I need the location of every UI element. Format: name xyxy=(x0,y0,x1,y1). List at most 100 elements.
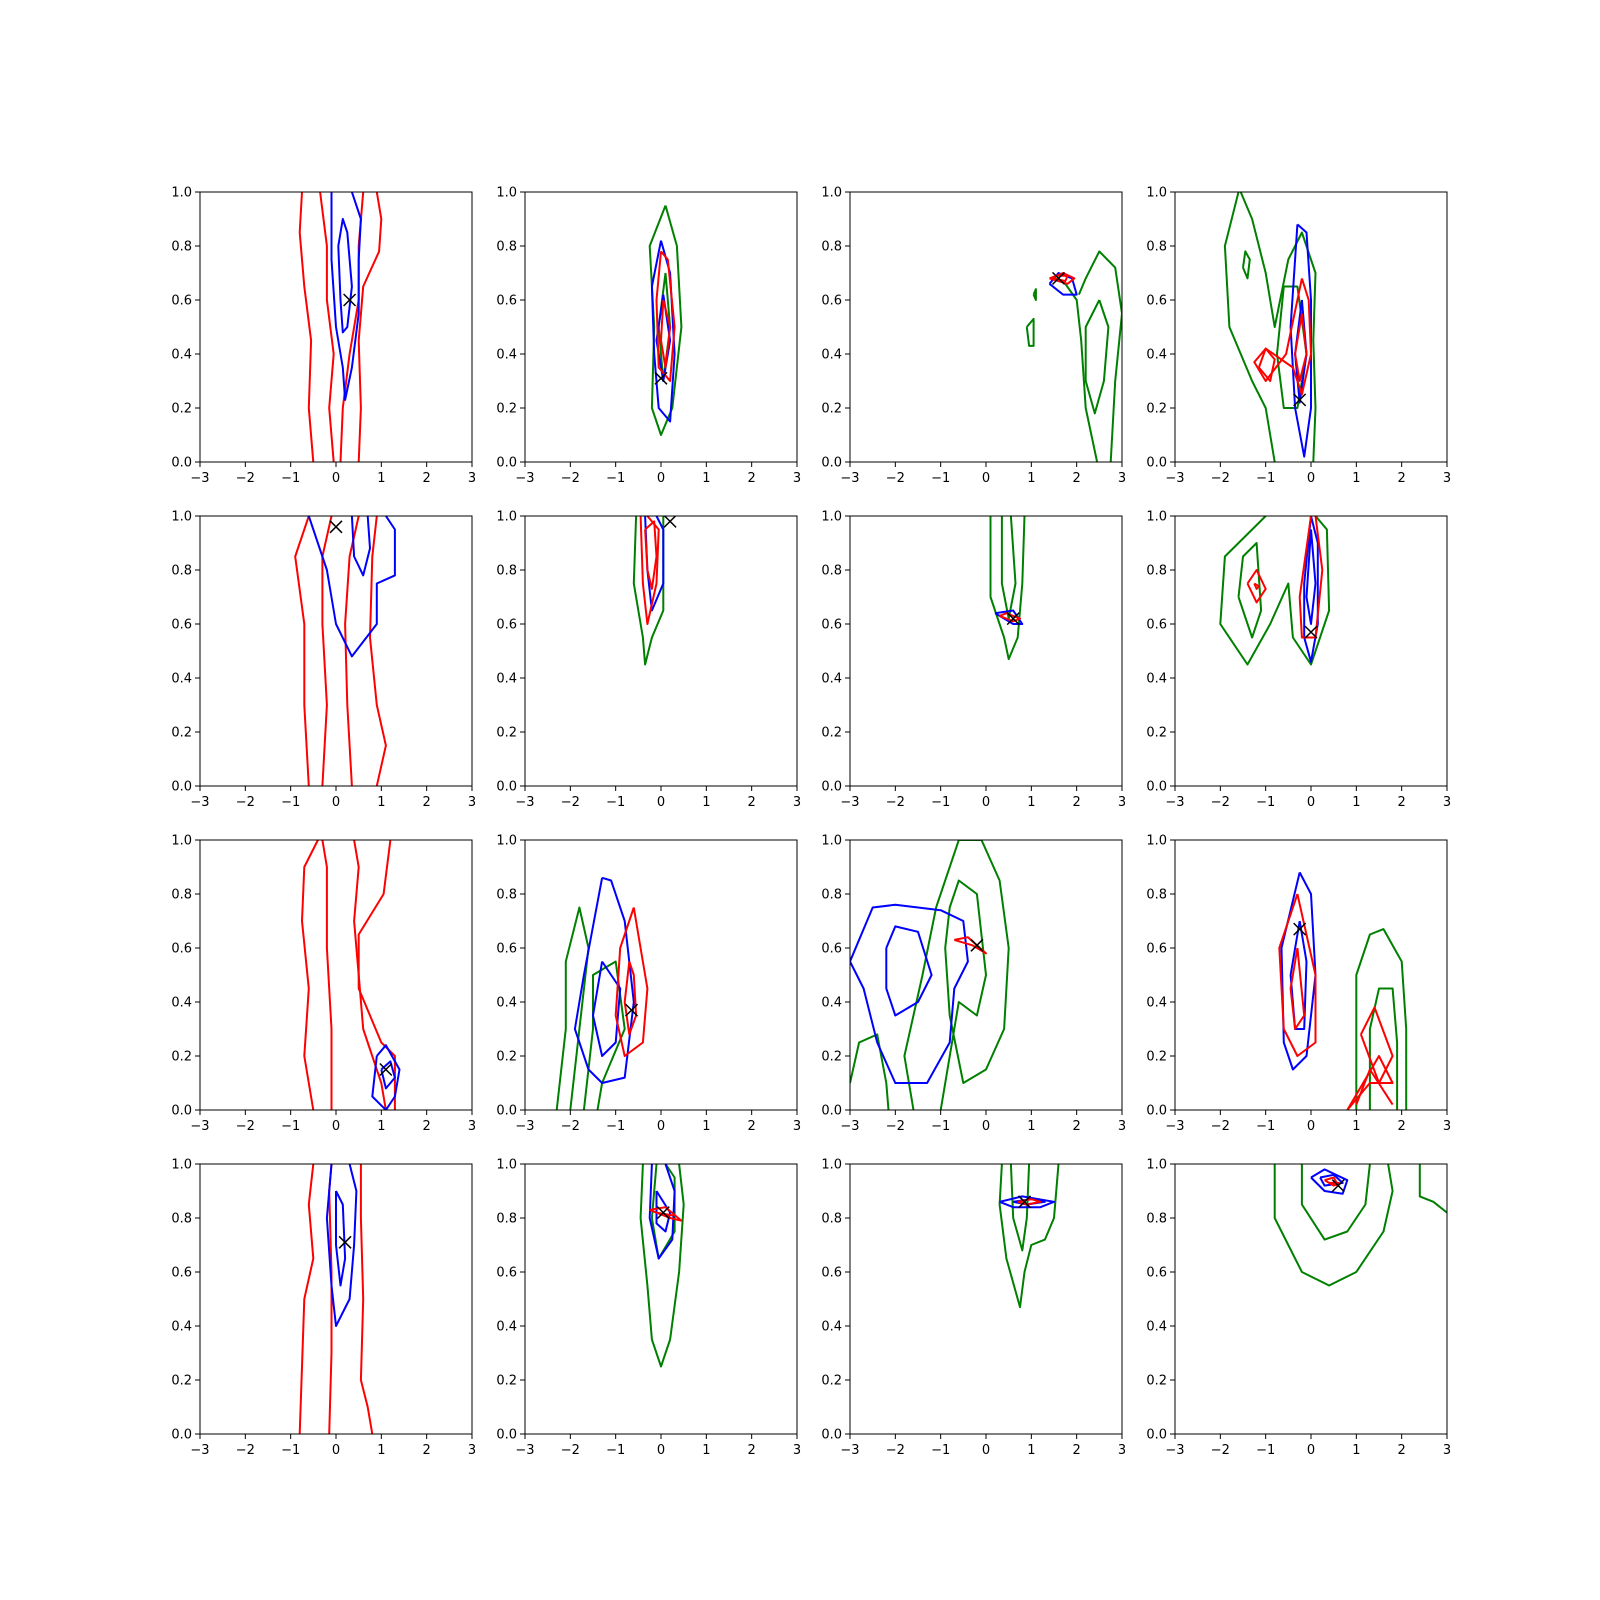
y-tick-label: 1.0 xyxy=(821,186,842,201)
subplot-4-3: −3 −2 −1 0 1 2 3 0.0 0.2 0.4 0.6 0.8 1.0 xyxy=(821,1158,1126,1459)
x-tick-label: 3 xyxy=(793,1443,801,1458)
x-tick-label: 0 xyxy=(982,795,990,810)
y-tick-label: 0.2 xyxy=(496,1050,517,1065)
y-tick-label: 1.0 xyxy=(171,510,192,525)
subplot-1-4: −3 −2 −1 0 1 2 3 0.0 0.2 0.4 0.6 0.8 1.0 xyxy=(1146,186,1451,487)
y-tick-label: 0.6 xyxy=(171,618,192,633)
red-contour-line xyxy=(321,516,333,786)
contour-group xyxy=(294,516,396,786)
x-marker xyxy=(1006,612,1020,626)
x-tick-label: 1 xyxy=(702,795,710,810)
subplot-4-2: −3 −2 −1 0 1 2 3 0.0 0.2 0.4 0.6 0.8 1.0 xyxy=(496,1158,801,1459)
y-tick-label: 0.6 xyxy=(496,618,517,633)
red-contour-line xyxy=(1289,947,1306,1030)
x-tick-label: 1 xyxy=(1027,471,1035,486)
x-tick-label: 1 xyxy=(377,1443,385,1458)
x-tick-label: 0 xyxy=(1307,795,1315,810)
red-contour-line xyxy=(1246,569,1267,604)
y-tick-label: 1.0 xyxy=(821,834,842,849)
x-tick-label: 3 xyxy=(1443,1443,1451,1458)
subplot-2-2: −3 −2 −1 0 1 2 3 0.0 0.2 0.4 0.6 0.8 1.0 xyxy=(496,510,801,811)
x-tick-label: 3 xyxy=(1118,1443,1126,1458)
red-contour-line xyxy=(1257,347,1276,382)
x-marker xyxy=(329,520,343,534)
y-tick-label: 0.2 xyxy=(496,726,517,741)
y-tick-label: 0.0 xyxy=(821,1104,842,1119)
x-tick-label: −1 xyxy=(931,471,950,486)
y-tick-label: 0.0 xyxy=(821,1428,842,1443)
x-tick-label: 0 xyxy=(982,471,990,486)
y-tick-label: 1.0 xyxy=(1146,510,1167,525)
x-tick-label: 3 xyxy=(1118,1119,1126,1134)
x-tick-label: −1 xyxy=(1256,795,1275,810)
x-tick-label: −3 xyxy=(190,795,209,810)
red-contour-line xyxy=(623,961,638,1036)
green-contour-line xyxy=(1355,928,1408,1110)
x-tick-label: −3 xyxy=(190,1443,209,1458)
green-contour-line xyxy=(1064,283,1099,462)
y-tick-label: 0.0 xyxy=(496,1104,517,1119)
y-tick-label: 0.4 xyxy=(171,1320,192,1335)
subplot-3-2: −3 −2 −1 0 1 2 3 0.0 0.2 0.4 0.6 0.8 1.0 xyxy=(496,834,801,1135)
contour-group xyxy=(1219,516,1331,666)
y-tick-label: 0.6 xyxy=(1146,1266,1167,1281)
contour-group xyxy=(648,205,683,436)
x-tick-label: 2 xyxy=(423,1119,431,1134)
green-contour-line xyxy=(1276,285,1308,409)
green-contour-line xyxy=(1219,516,1331,666)
y-tick-label: 0.6 xyxy=(1146,294,1167,309)
y-tick-label: 0.4 xyxy=(1146,348,1167,363)
x-tick-label: 0 xyxy=(332,1119,340,1134)
x-tick-label: 0 xyxy=(657,1119,665,1134)
red-contour-line xyxy=(321,840,333,1110)
red-contour-line xyxy=(644,520,658,590)
y-tick-label: 1.0 xyxy=(171,1158,192,1173)
x-tick-label: 1 xyxy=(1352,471,1360,486)
blue-contour-line xyxy=(994,609,1024,625)
green-contour-line xyxy=(1084,299,1110,415)
red-contour-line xyxy=(359,1164,374,1434)
blue-contour-line xyxy=(307,516,396,658)
green-contour-line xyxy=(850,1033,890,1110)
y-tick-label: 0.8 xyxy=(821,888,842,903)
x-tick-label: −2 xyxy=(236,795,255,810)
blue-contour-line xyxy=(371,1044,401,1110)
green-contour-line xyxy=(1368,987,1399,1110)
subplot-3-1: −3 −2 −1 0 1 2 3 0.0 0.2 0.4 0.6 0.8 1.0 xyxy=(171,834,476,1135)
red-contour-line xyxy=(328,1164,333,1434)
red-contour-line xyxy=(1278,893,1317,1057)
x-tick-label: −1 xyxy=(281,1119,300,1134)
x-marker xyxy=(970,938,984,952)
y-tick-label: 0.2 xyxy=(1146,1374,1167,1389)
green-contour-line xyxy=(1242,250,1251,280)
red-contour-line xyxy=(954,936,987,955)
y-tick-label: 0.8 xyxy=(496,888,517,903)
blue-contour-line xyxy=(325,1164,358,1327)
red-contour-line xyxy=(660,299,672,369)
x-tick-label: −2 xyxy=(561,471,580,486)
y-tick-label: 0.4 xyxy=(1146,996,1167,1011)
x-tick-label: 0 xyxy=(657,795,665,810)
x-tick-label: 3 xyxy=(468,1119,476,1134)
x-tick-label: −3 xyxy=(840,795,859,810)
y-tick-label: 0.4 xyxy=(821,996,842,1011)
blue-contour-line xyxy=(330,192,362,401)
axes-frame xyxy=(849,191,1123,463)
x-tick-label: −2 xyxy=(561,1119,580,1134)
x-marker xyxy=(656,1206,670,1220)
blue-contour-line xyxy=(380,1060,396,1090)
y-tick-label: 0.0 xyxy=(171,780,192,795)
red-contour-line xyxy=(1359,1006,1394,1084)
green-contour-line xyxy=(1418,1164,1447,1214)
red-contour-line xyxy=(1355,1068,1394,1106)
blue-contour-line xyxy=(335,1190,347,1287)
red-contour-line xyxy=(655,250,676,382)
x-tick-label: 2 xyxy=(423,795,431,810)
y-tick-label: 0.4 xyxy=(171,996,192,1011)
y-tick-label: 1.0 xyxy=(496,186,517,201)
y-tick-label: 0.8 xyxy=(496,564,517,579)
y-tick-label: 0.8 xyxy=(821,240,842,255)
x-tick-label: 3 xyxy=(793,471,801,486)
green-contour-line xyxy=(1032,288,1037,301)
x-tick-label: 0 xyxy=(332,471,340,486)
